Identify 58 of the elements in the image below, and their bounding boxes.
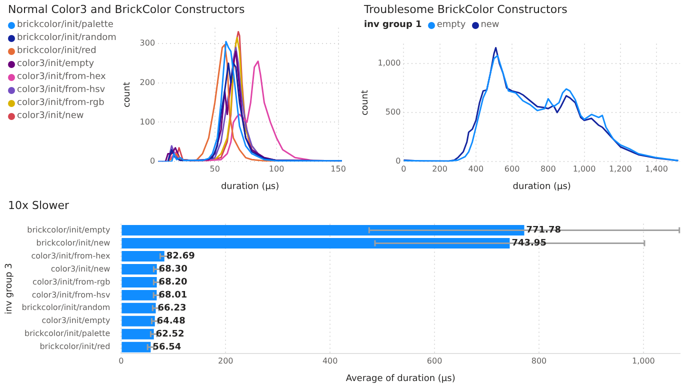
legend-label: color3/init/empty [17,59,94,69]
data-label: 56.54 [152,342,182,352]
y-axis-title: count [122,82,133,108]
y-tick-label: brickcolor/init/empty [27,225,110,234]
data-label: 66.23 [158,304,186,314]
legend-label: color3/init/new [17,111,84,121]
x-tick-label: 600 [504,164,520,174]
y-tick-label: 0 [150,156,156,166]
legend-title: inv group 1 [364,20,422,30]
x-axis-title: duration (µs) [220,182,280,192]
x-tick-label: 1,200 [608,164,632,174]
legend-label: empty [436,20,466,30]
x-tick-label: 800 [540,164,556,174]
x-tick-label: 150 [330,164,346,174]
legend-label: new [480,20,500,30]
y-tick-label: color3/init/new [50,264,111,274]
data-label: 771.78 [526,226,561,236]
x-axis-title: Average of duration (µs) [346,374,456,384]
chart-title: 10x Slower [7,198,70,214]
x-tick-label: 400 [468,164,484,174]
x-tick-label: 800 [531,356,547,366]
y-tick-label: brickcolor/init/palette [24,329,110,338]
y-axis-title: inv group 3 [4,263,15,314]
y-tick-label: 1,000 [378,58,401,68]
x-tick-label: 1,000 [632,356,655,366]
x-tick-label: 100 [268,164,284,174]
x-tick-label: 200 [432,164,448,174]
chart-title: Normal Color3 and BrickColor Constructors [7,2,246,18]
y-tick-label: brickcolor/init/random [22,303,110,312]
x-tick-label: 1,000 [572,164,596,174]
y-tick-label: color3/init/from-rgb [32,277,110,286]
x-axis-title: duration (µs) [512,182,571,192]
y-tick-label: color3/init/from-hsv [32,290,110,300]
x-tick-label: 400 [322,356,338,366]
y-tick-label: brickcolor/init/red [40,342,110,352]
x-tick-label: 0 [118,356,124,366]
y-tick-label: 0 [396,156,401,166]
data-label: 64.48 [156,316,186,326]
data-label: 743.95 [512,238,546,249]
x-tick-label: 50 [210,164,220,174]
data-label: 82.69 [166,252,195,262]
y-tick-label: 200 [140,78,156,87]
y-tick-label: 300 [140,38,156,48]
x-tick-label: 600 [426,356,442,366]
data-label: 68.01 [158,290,188,301]
data-label: 62.52 [156,329,184,340]
y-tick-label: color3/init/from-hex [31,251,110,260]
data-label: 68.30 [158,264,188,275]
y-tick-label: 100 [140,117,156,126]
y-axis-title: count [360,90,371,116]
chart-title: Troublesome BrickColor Constructors [363,2,568,18]
data-label: 68.20 [158,278,188,288]
x-tick-label: 1,400 [645,164,668,174]
y-tick-label: brickcolor/init/new [36,238,111,248]
y-tick-label: 500 [385,108,401,117]
x-tick-label: 200 [218,356,234,366]
y-tick-label: color3/init/empty [42,316,110,326]
legend-label: brickcolor/init/red [17,46,96,56]
